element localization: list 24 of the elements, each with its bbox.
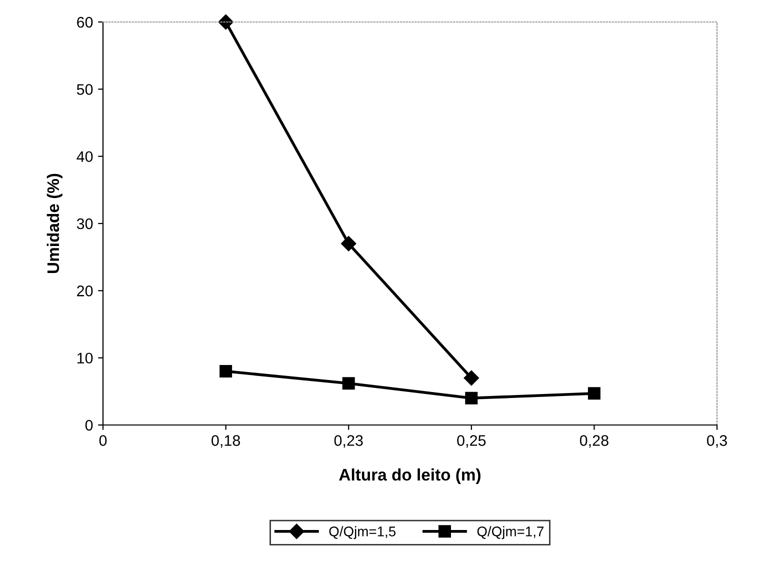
x-tick-label: 0,28 xyxy=(580,435,608,448)
y-tick-label: 60 xyxy=(77,16,93,28)
point xyxy=(465,392,478,404)
y-tick-label: 20 xyxy=(77,286,93,296)
x-tick-label: 0,3 xyxy=(706,435,727,448)
y-axis-title: Umidade (%) xyxy=(46,174,62,273)
y-tick-label: 40 xyxy=(76,151,93,162)
x-tick-label: 0,18 xyxy=(212,435,240,448)
x-tick-label: 0,25 xyxy=(457,435,486,448)
x-tick-label: 0,23 xyxy=(334,435,363,448)
legend-label: Q/Qjm=1,7 xyxy=(477,526,544,540)
point xyxy=(588,387,600,400)
y-tick-label: 10 xyxy=(77,352,93,364)
point xyxy=(341,236,356,252)
y-tick-label: 0 xyxy=(85,420,93,431)
legend-label: Q/Qjm=1,5 xyxy=(329,526,396,540)
y-tick-label: 50 xyxy=(76,84,93,95)
x-axis-title: Altura do leito (m) xyxy=(339,468,480,484)
point xyxy=(220,365,232,378)
point xyxy=(464,370,479,386)
point xyxy=(218,14,234,30)
y-tick-label: 30 xyxy=(76,218,93,230)
point xyxy=(342,377,355,390)
x-tick-label: 0 xyxy=(99,435,107,446)
